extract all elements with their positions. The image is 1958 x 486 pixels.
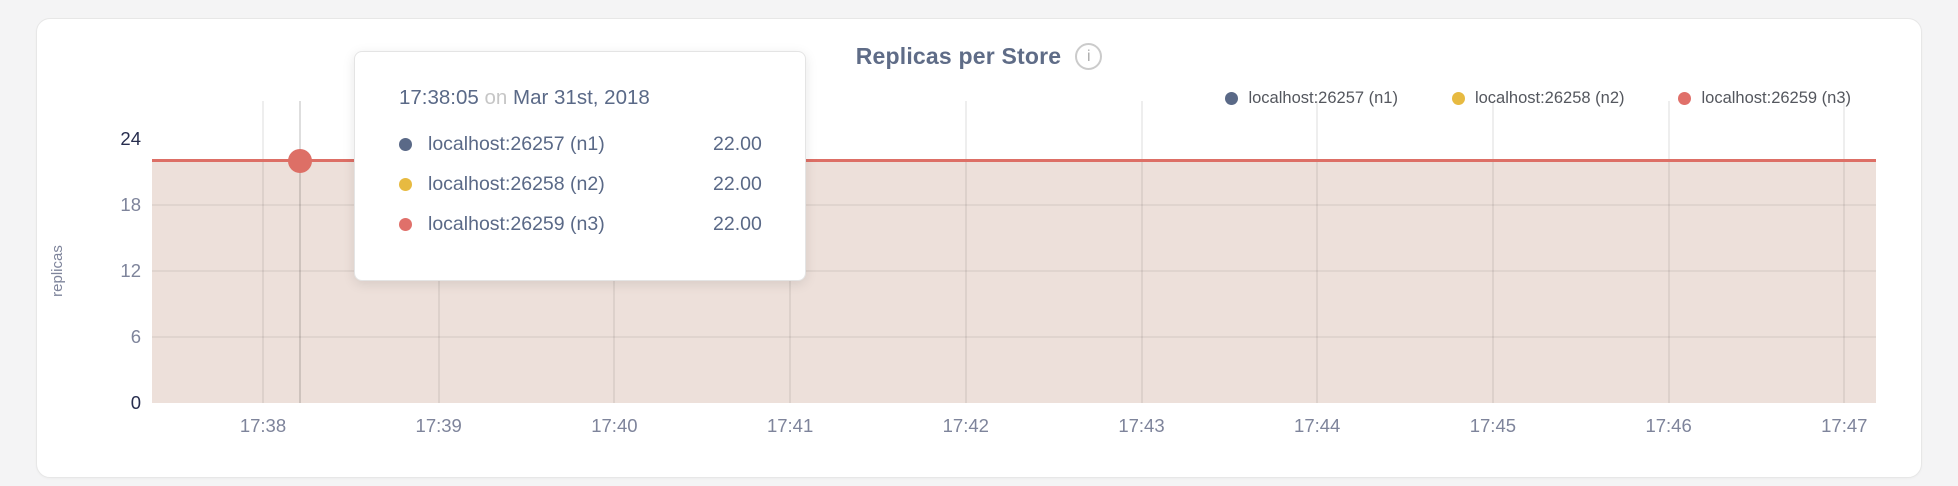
info-icon-glyph: i: [1087, 47, 1091, 65]
tooltip-series-dot-icon: [399, 217, 412, 231]
legend-item-label: localhost:26259 (n3): [1701, 89, 1851, 107]
vertical-gridline: [1843, 101, 1846, 403]
tooltip-series-row: localhost:26258 (n2) 22.00: [355, 164, 805, 204]
tooltip-series-dot-icon: [399, 137, 412, 151]
legend-item[interactable]: localhost:26258 (n2): [1451, 89, 1625, 108]
legend-swatch-icon: [1225, 92, 1239, 105]
info-icon[interactable]: i: [1075, 43, 1103, 70]
tooltip-series-row: localhost:26259 (n3) 22.00: [355, 204, 805, 244]
horizontal-gridline: [152, 204, 1876, 206]
legend-item-label: localhost:26257 (n1): [1248, 89, 1398, 107]
vertical-gridline: [1140, 101, 1143, 403]
vertical-gridline: [262, 101, 264, 403]
tooltip-header: 17:38:05 on Mar 31st, 2018: [355, 52, 805, 110]
hover-guideline: [299, 101, 301, 403]
legend-swatch-icon: [1451, 92, 1465, 105]
y-tick-label: 24: [120, 128, 141, 149]
tooltip-time: 17:38:05: [399, 86, 479, 109]
legend-item-label: localhost:26258 (n2): [1474, 89, 1625, 107]
y-tick-label: 12: [120, 260, 141, 281]
chart-card: Replicas per Store i localhost:26257 (n1…: [36, 18, 1922, 478]
tooltip-rows: localhost:26257 (n1) 22.00 localhost:26258…: [355, 124, 805, 244]
x-tick-label: 17:40: [591, 415, 638, 436]
tooltip-series-dot-icon: [399, 177, 412, 191]
tooltip-series-name: localhost:26259 (n3): [428, 212, 605, 235]
horizontal-gridline: [152, 336, 1876, 338]
legend-swatch-icon: [1678, 92, 1692, 105]
y-axis-title: replicas: [49, 245, 66, 297]
x-tick-label: 17:44: [1294, 415, 1341, 436]
x-tick-label: 17:38: [239, 415, 287, 436]
legend-item[interactable]: localhost:26259 (n3): [1678, 89, 1851, 108]
x-tick-label: 17:43: [1118, 415, 1165, 436]
x-tick-label: 17:41: [766, 415, 814, 436]
y-tick-label: 0: [130, 392, 141, 413]
x-tick-label: 17:42: [942, 415, 989, 436]
chart-header: Replicas per Store i: [37, 43, 1921, 70]
vertical-gridline: [1491, 101, 1494, 403]
x-tick-label: 17:39: [415, 415, 462, 436]
y-tick-label: 6: [130, 326, 141, 347]
series-line: [152, 159, 1876, 162]
tooltip-series-value: 22.00: [713, 172, 762, 195]
tooltip: 17:38:05 on Mar 31st, 2018 localhost:262…: [354, 51, 806, 281]
tooltip-series-value: 22.00: [713, 132, 762, 155]
tooltip-series-value: 22.00: [713, 212, 762, 235]
x-tick-label: 17:45: [1469, 415, 1517, 436]
legend: localhost:26257 (n1) localhost:26258 (n2)…: [1225, 89, 1851, 108]
x-tick-label: 17:46: [1645, 415, 1692, 436]
vertical-gridline: [1667, 101, 1670, 403]
x-tick-label: 17:47: [1821, 415, 1868, 436]
y-tick-label: 18: [120, 194, 141, 215]
hover-point-marker: [288, 149, 312, 173]
tooltip-conjunction: on: [484, 86, 508, 109]
tooltip-series-name: localhost:26258 (n2): [428, 172, 605, 195]
chart-title: Replicas per Store: [855, 43, 1062, 69]
legend-item[interactable]: localhost:26257 (n1): [1225, 89, 1398, 108]
vertical-gridline: [964, 101, 967, 403]
tooltip-series-row: localhost:26257 (n1) 22.00: [355, 124, 805, 164]
tooltip-series-name: localhost:26257 (n1): [428, 132, 605, 155]
tooltip-date: Mar 31st, 2018: [513, 86, 650, 109]
horizontal-gridline: [152, 270, 1876, 272]
vertical-gridline: [1316, 101, 1319, 403]
